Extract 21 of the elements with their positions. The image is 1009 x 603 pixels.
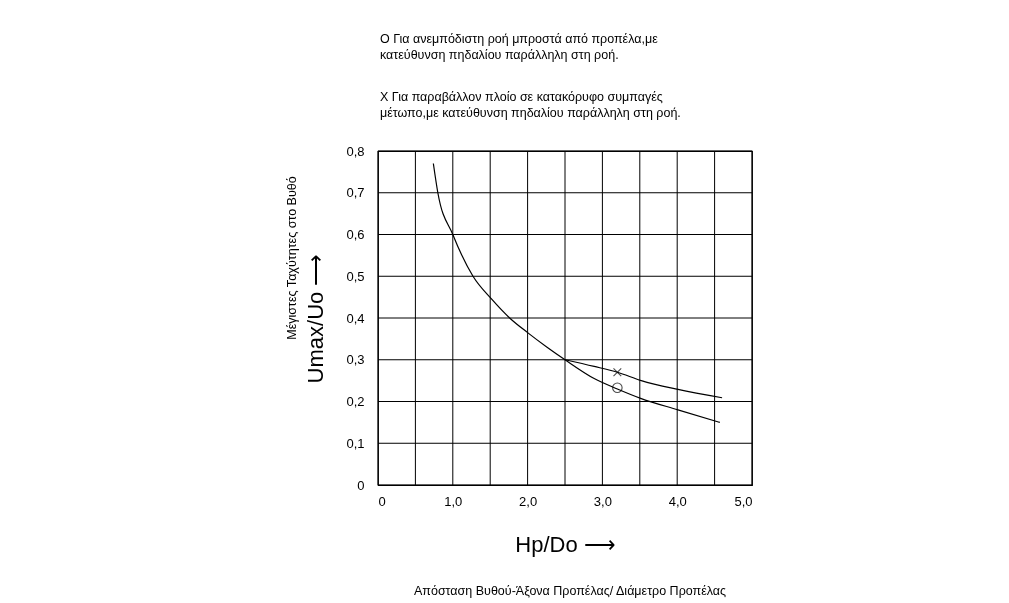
y-tick-label: 0,2 [346,394,365,409]
y-tick-label: 0,3 [346,352,365,368]
y-tick-label: 0,7 [346,185,365,201]
x-tick-label: 1,0 [444,493,463,509]
x-tick-label: 2,0 [519,493,538,509]
x-tick-label: 4,0 [668,493,687,509]
y-tick-label: 0,1 [346,435,365,451]
y-tick-label: 0,8 [346,143,365,159]
x-axis-title: Hp/Do ⟶ [515,531,616,557]
y-tick-label: 0,6 [346,227,365,242]
x-tick-label: 5,0 [734,493,753,509]
x-tick-label: 3,0 [593,493,612,509]
text: Απόσταση Βυθού-Άξονα Προπέλας/ Διάμετρο Προπέλας [413,584,727,598]
text: O Για ανεμπόδιστη ροή μπροστά από προπέλα,με κατεύθυνση πηδαλίου παράλληλη στη ροή. [380,32,659,62]
y-tick-label: 0,5 [346,268,365,284]
y-axis-title: Umax/Uo ⟶ [303,253,329,384]
x-tick-label: 0 [378,493,386,509]
text: X Για παραβάλλον πλοίο σε κατακόρυφο συμπαγές μέτωπο,με κατεύθυνση πηδαλίου παράλληλη στη ροή. [380,90,681,120]
text: Μέγιστες Ταχύτητες στο Βυθό [285,176,299,340]
y-tick-label: 0,4 [346,310,365,326]
y-tick-label: 0 [357,477,365,493]
